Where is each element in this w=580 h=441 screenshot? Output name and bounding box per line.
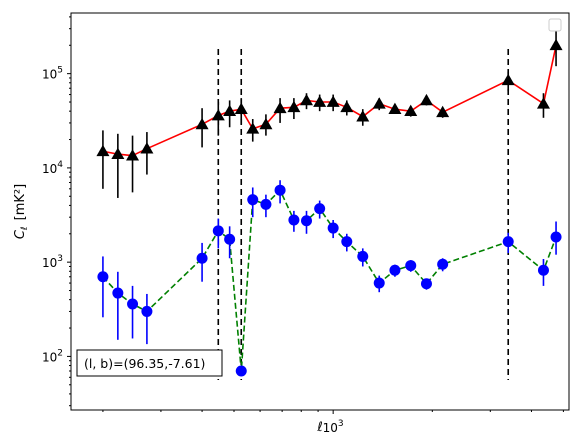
series-1-point bbox=[212, 225, 224, 237]
y-axis-label: Cℓ[mK²] bbox=[13, 184, 30, 239]
series-1-point bbox=[196, 252, 208, 264]
annotation-box: (l, b)=(96.35,-7.61) bbox=[76, 349, 223, 377]
series-0-point bbox=[326, 95, 340, 107]
series-0-point bbox=[195, 117, 209, 130]
series-1-point bbox=[405, 260, 417, 272]
axes-frame bbox=[70, 12, 570, 411]
series-0-point bbox=[259, 117, 273, 130]
series-0-point bbox=[536, 97, 550, 109]
x-tick-label: 103 bbox=[323, 419, 344, 435]
series-0-point bbox=[340, 100, 354, 113]
series-0-point bbox=[211, 108, 225, 121]
series-0-point bbox=[313, 95, 327, 107]
series-0-point bbox=[223, 104, 237, 117]
series-1-point bbox=[224, 233, 236, 245]
series-0-point bbox=[549, 38, 563, 51]
series-1-point bbox=[141, 305, 153, 317]
series-0-point bbox=[436, 105, 450, 118]
series-0-point bbox=[111, 147, 125, 160]
y-tick-label: 104 bbox=[42, 160, 63, 176]
x-axis-label: ℓ bbox=[316, 420, 322, 435]
series-1-point bbox=[97, 271, 109, 283]
series-1-point bbox=[301, 215, 313, 227]
series-1-point bbox=[127, 298, 139, 310]
series-0-point bbox=[372, 97, 386, 109]
series-1-point bbox=[373, 277, 385, 289]
series-1-point bbox=[389, 264, 401, 276]
series-0-point bbox=[356, 110, 370, 122]
annotation-frame bbox=[76, 349, 223, 377]
series-1-point bbox=[550, 231, 562, 243]
series-0-point bbox=[404, 104, 418, 117]
series-0-point bbox=[126, 149, 140, 161]
series-1-point bbox=[260, 198, 272, 210]
series-1-point bbox=[420, 278, 432, 290]
series-1-point bbox=[327, 222, 339, 234]
series-1-point bbox=[537, 264, 549, 276]
series-0-point bbox=[501, 73, 515, 86]
series-1-point bbox=[357, 250, 369, 262]
series-1-point bbox=[274, 184, 286, 196]
annotation-text: (l, b)=(96.35,-7.61) bbox=[84, 356, 205, 371]
series-0-point bbox=[388, 102, 402, 115]
legend-box bbox=[548, 18, 562, 32]
series-0-point bbox=[96, 144, 110, 157]
series-1-point bbox=[247, 194, 259, 206]
series-1-point bbox=[502, 236, 514, 248]
y-tick-label: 102 bbox=[42, 348, 63, 364]
series-1-point bbox=[288, 214, 300, 226]
series-0-point bbox=[273, 101, 287, 114]
series-0-point bbox=[419, 93, 433, 106]
series-1-point bbox=[437, 258, 449, 270]
series-0-point bbox=[287, 100, 301, 113]
series-1-point bbox=[235, 365, 247, 377]
series-0-point bbox=[140, 142, 154, 154]
series-0-point bbox=[246, 122, 260, 134]
series-0-point bbox=[300, 93, 314, 106]
series-0-point bbox=[234, 102, 248, 115]
series-1-point bbox=[314, 203, 326, 215]
series-1-point bbox=[341, 236, 353, 248]
y-tick-label: 103 bbox=[42, 254, 63, 270]
series-1-point bbox=[112, 287, 124, 299]
y-tick-label: 105 bbox=[42, 66, 63, 82]
